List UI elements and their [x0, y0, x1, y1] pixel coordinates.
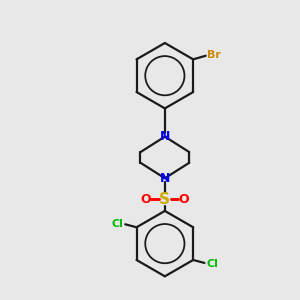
Text: Cl: Cl [207, 259, 218, 269]
Text: Br: Br [207, 50, 221, 60]
Text: Cl: Cl [111, 219, 123, 229]
Text: N: N [160, 130, 170, 143]
Text: S: S [159, 191, 170, 206]
Text: O: O [179, 193, 190, 206]
Text: O: O [140, 193, 151, 206]
Text: N: N [160, 172, 170, 185]
